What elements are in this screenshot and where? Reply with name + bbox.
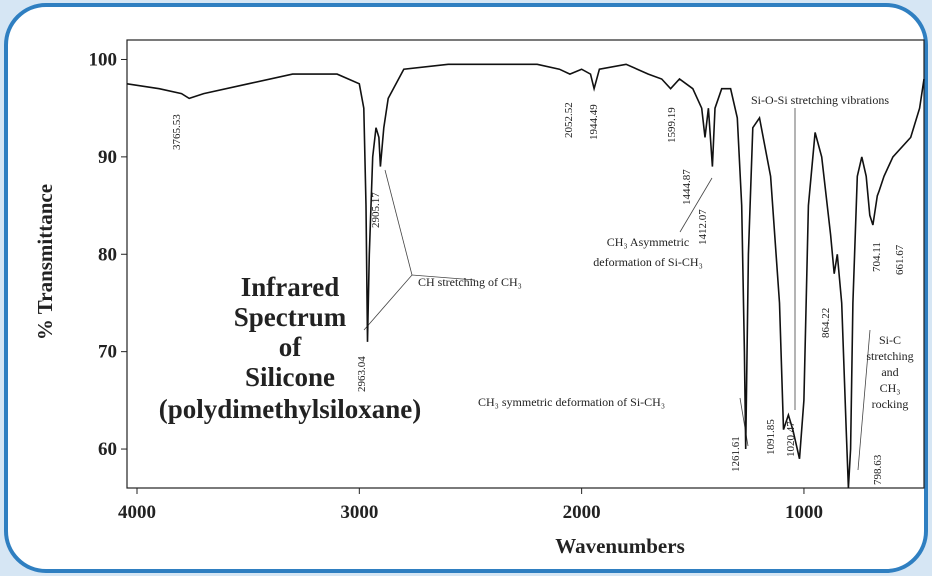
annotation: and bbox=[881, 365, 898, 379]
peak-label: 2905.17 bbox=[370, 192, 382, 228]
chart-title: Silicone bbox=[245, 362, 335, 392]
peak-label: 1020.47 bbox=[785, 421, 797, 457]
y-tick-label: 90 bbox=[98, 147, 117, 168]
peak-label: 1412.07 bbox=[697, 209, 709, 245]
pointer bbox=[384, 169, 413, 276]
annotation: Si-C bbox=[879, 333, 901, 347]
pointer bbox=[739, 397, 749, 447]
y-tick-label: 70 bbox=[98, 342, 117, 363]
x-tick-label: 4000 bbox=[118, 502, 156, 523]
peak-label: 2963.04 bbox=[356, 356, 368, 392]
spectrum-line bbox=[126, 63, 925, 489]
peak-label: 661.67 bbox=[894, 244, 906, 275]
peak-label: 1444.87 bbox=[681, 169, 693, 205]
frame bbox=[4, 3, 928, 573]
peak-label: 864.22 bbox=[820, 308, 832, 338]
peak-label: 2052.52 bbox=[563, 102, 575, 138]
annotation: CH₃ Asymmetric bbox=[607, 235, 690, 249]
chart-title: Spectrum bbox=[234, 302, 347, 332]
pointer bbox=[363, 274, 476, 331]
chart-title: Infrared bbox=[241, 272, 340, 302]
peak-label: 1091.85 bbox=[765, 419, 777, 455]
annotation: rocking bbox=[872, 397, 909, 411]
plot-area bbox=[126, 39, 925, 489]
peak-label: 3765.53 bbox=[171, 114, 183, 150]
y-tick-label: 80 bbox=[98, 244, 117, 265]
y-tick-label: 60 bbox=[98, 439, 117, 460]
y-tick-label: 100 bbox=[89, 49, 118, 70]
chart-title: (polydimethylsiloxane) bbox=[159, 394, 422, 424]
annotation: stretching bbox=[866, 349, 913, 363]
peak-label: 704.11 bbox=[871, 242, 883, 272]
annotation: CH₃ symmetric deformation of Si-CH₃ bbox=[478, 395, 665, 409]
annotation: Si-O-Si stretching vibrations bbox=[751, 93, 889, 107]
x-tick-label: 1000 bbox=[785, 502, 823, 523]
y-axis-label: % Transmittance bbox=[33, 184, 57, 340]
annotation: deformation of Si-CH₃ bbox=[593, 255, 703, 269]
x-axis-label: Wavenumbers bbox=[555, 534, 685, 558]
pointer bbox=[857, 329, 871, 471]
annotation: CH stretching of CH₃ bbox=[418, 275, 522, 289]
peak-label: 1944.49 bbox=[588, 104, 600, 140]
peak-label: 1599.19 bbox=[666, 107, 678, 143]
peak-label: 798.63 bbox=[872, 454, 884, 485]
pointers bbox=[363, 108, 871, 471]
chart-title: of bbox=[279, 332, 303, 362]
x-tick-label: 2000 bbox=[563, 502, 601, 523]
peak-label: 1261.61 bbox=[730, 436, 742, 472]
pointer bbox=[679, 177, 713, 233]
x-tick-label: 3000 bbox=[340, 502, 378, 523]
annotation: CH₃ bbox=[880, 381, 901, 395]
